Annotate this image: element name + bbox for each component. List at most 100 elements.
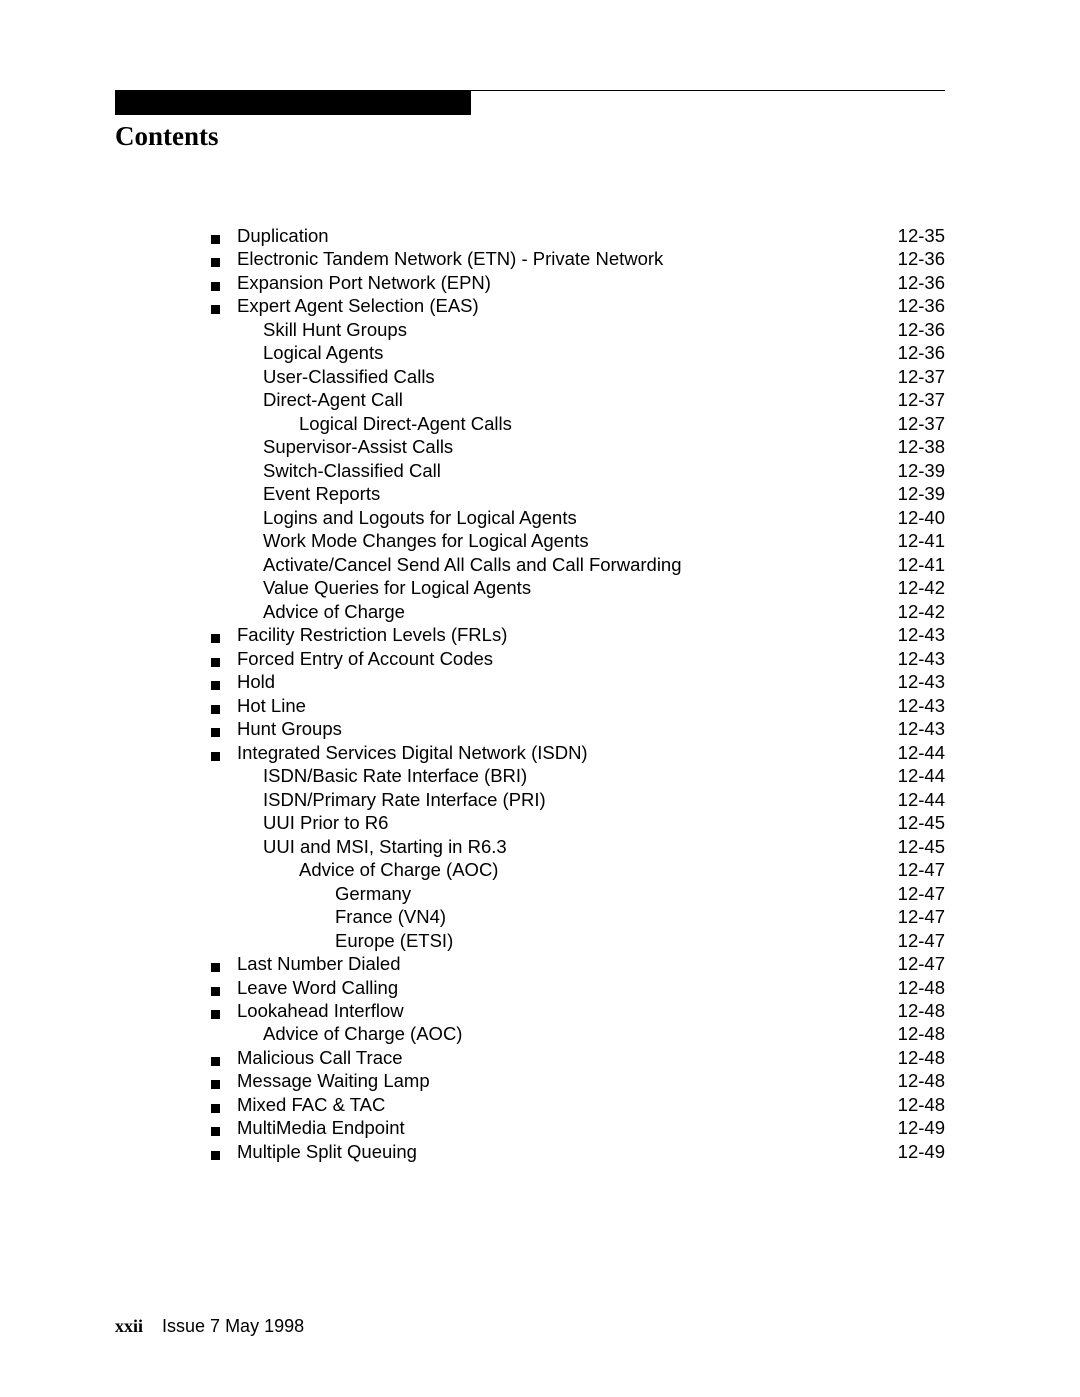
toc-entry-label: Mixed FAC & TAC <box>237 1093 385 1116</box>
bullet-spacer <box>211 515 220 524</box>
toc-entry-label: Hold <box>237 670 275 693</box>
toc-entry-page: 12-38 <box>878 435 945 458</box>
toc-entry-label: Expansion Port Network (EPN) <box>237 271 491 294</box>
toc-entry-label: Advice of Charge (AOC) <box>237 858 498 881</box>
toc-row: UUI and MSI, Starting in R6.3 12-45 <box>211 835 945 858</box>
toc-entry-label: UUI Prior to R6 <box>237 811 388 834</box>
toc-entry-label: Activate/Cancel Send All Calls and Call … <box>237 553 682 576</box>
toc-row: Skill Hunt Groups 12-36 <box>211 318 945 341</box>
toc-row: Logical Direct-Agent Calls 12-37 <box>211 412 945 435</box>
bullet-spacer <box>211 914 220 923</box>
folio: xxii <box>115 1316 143 1336</box>
toc-entry-label: MultiMedia Endpoint <box>237 1116 405 1139</box>
bullet-spacer <box>211 797 220 806</box>
toc-entry-page: 12-43 <box>878 717 945 740</box>
toc-entry-page: 12-42 <box>878 576 945 599</box>
toc-entry-label: Event Reports <box>237 482 380 505</box>
toc-entry-page: 12-35 <box>878 224 945 247</box>
header-blackbar <box>115 91 471 115</box>
toc-row: MultiMedia Endpoint12-49 <box>211 1116 945 1139</box>
toc-entry-page: 12-36 <box>878 318 945 341</box>
bullet-spacer <box>211 350 220 359</box>
toc-entry-label: UUI and MSI, Starting in R6.3 <box>237 835 507 858</box>
toc-row: Last Number Dialed12-47 <box>211 952 945 975</box>
square-bullet-icon <box>211 1080 220 1089</box>
toc-entry-page: 12-47 <box>878 858 945 881</box>
toc-row: Advice of Charge (AOC)12-48 <box>211 1022 945 1045</box>
bullet-spacer <box>211 891 220 900</box>
toc-row: Work Mode Changes for Logical Agents 12-4… <box>211 529 945 552</box>
toc-entry-label: Germany <box>237 882 411 905</box>
toc-entry-label: Expert Agent Selection (EAS) <box>237 294 479 317</box>
toc-row: Facility Restriction Levels (FRLs)12-43 <box>211 623 945 646</box>
bullet-spacer <box>211 562 220 571</box>
toc-row: France (VN4) 12-47 <box>211 905 945 928</box>
toc-row: User-Classified Calls12-37 <box>211 365 945 388</box>
toc-entry-page: 12-36 <box>878 294 945 317</box>
bullet-spacer <box>211 374 220 383</box>
bullet-spacer <box>211 609 220 618</box>
toc-entry-label: Lookahead Interflow <box>237 999 404 1022</box>
toc-entry-label: Advice of Charge <box>237 600 405 623</box>
toc-row: Advice of Charge12-42 <box>211 600 945 623</box>
toc-entry-page: 12-41 <box>878 529 945 552</box>
toc-entry-page: 12-48 <box>878 1046 945 1069</box>
toc-row: Hold12-43 <box>211 670 945 693</box>
toc-entry-page: 12-48 <box>878 1069 945 1092</box>
toc-row: Logical Agents12-36 <box>211 341 945 364</box>
toc-entry-page: 12-43 <box>878 623 945 646</box>
toc-row: Message Waiting Lamp12-48 <box>211 1069 945 1092</box>
toc-row: Direct-Agent Call12-37 <box>211 388 945 411</box>
toc-entry-label: ISDN/Basic Rate Interface (BRI) <box>237 764 527 787</box>
toc-entry-page: 12-48 <box>878 976 945 999</box>
bullet-spacer <box>211 444 220 453</box>
toc-entry-page: 12-48 <box>878 1022 945 1045</box>
square-bullet-icon <box>211 705 220 714</box>
toc-entry-label: Logical Direct-Agent Calls <box>237 412 512 435</box>
toc-row: ISDN/Basic Rate Interface (BRI) 12-44 <box>211 764 945 787</box>
toc-row: Supervisor-Assist Calls12-38 <box>211 435 945 458</box>
bullet-spacer <box>211 585 220 594</box>
toc-row: Multiple Split Queuing12-49 <box>211 1140 945 1163</box>
toc-row: Hot Line 12-43 <box>211 694 945 717</box>
toc-entry-page: 12-36 <box>878 247 945 270</box>
issue-text: Issue 7 May 1998 <box>162 1316 304 1336</box>
page: Contents Duplication12-35Electronic Tand… <box>0 0 1080 1397</box>
square-bullet-icon <box>211 963 220 972</box>
toc-entry-label: ISDN/Primary Rate Interface (PRI) <box>237 788 546 811</box>
toc-entry-page: 12-45 <box>878 835 945 858</box>
toc-entry-label: Multiple Split Queuing <box>237 1140 417 1163</box>
toc-row: Activate/Cancel Send All Calls and Call … <box>211 553 945 576</box>
toc-entry-page: 12-43 <box>878 694 945 717</box>
toc-entry-label: Europe (ETSI) <box>237 929 453 952</box>
square-bullet-icon <box>211 681 220 690</box>
toc-entry-label: France (VN4) <box>237 905 446 928</box>
toc-entry-page: 12-37 <box>878 412 945 435</box>
toc-entry-label: Malicious Call Trace <box>237 1046 403 1069</box>
toc-entry-page: 12-36 <box>878 271 945 294</box>
bullet-spacer <box>211 844 220 853</box>
toc-entry-page: 12-44 <box>878 788 945 811</box>
toc-entry-label: User-Classified Calls <box>237 365 435 388</box>
square-bullet-icon <box>211 752 220 761</box>
toc-entry-page: 12-47 <box>878 905 945 928</box>
bullet-spacer <box>211 938 220 947</box>
bullet-spacer <box>211 397 220 406</box>
toc-entry-page: 12-44 <box>878 764 945 787</box>
toc-entry-page: 12-39 <box>878 459 945 482</box>
square-bullet-icon <box>211 728 220 737</box>
toc-entry-label: Hot Line <box>237 694 306 717</box>
square-bullet-icon <box>211 987 220 996</box>
toc-entry-page: 12-43 <box>878 647 945 670</box>
square-bullet-icon <box>211 305 220 314</box>
toc-row: ISDN/Primary Rate Interface (PRI) 12-44 <box>211 788 945 811</box>
toc-entry-page: 12-47 <box>878 929 945 952</box>
toc-entry-page: 12-48 <box>878 1093 945 1116</box>
toc-row: Forced Entry of Account Codes12-43 <box>211 647 945 670</box>
bullet-spacer <box>211 327 220 336</box>
toc-entry-label: Work Mode Changes for Logical Agents <box>237 529 589 552</box>
toc-row: Leave Word Calling12-48 <box>211 976 945 999</box>
toc-entry-label: Skill Hunt Groups <box>237 318 407 341</box>
toc-row: Value Queries for Logical Agents12-42 <box>211 576 945 599</box>
toc-entry-page: 12-40 <box>878 506 945 529</box>
